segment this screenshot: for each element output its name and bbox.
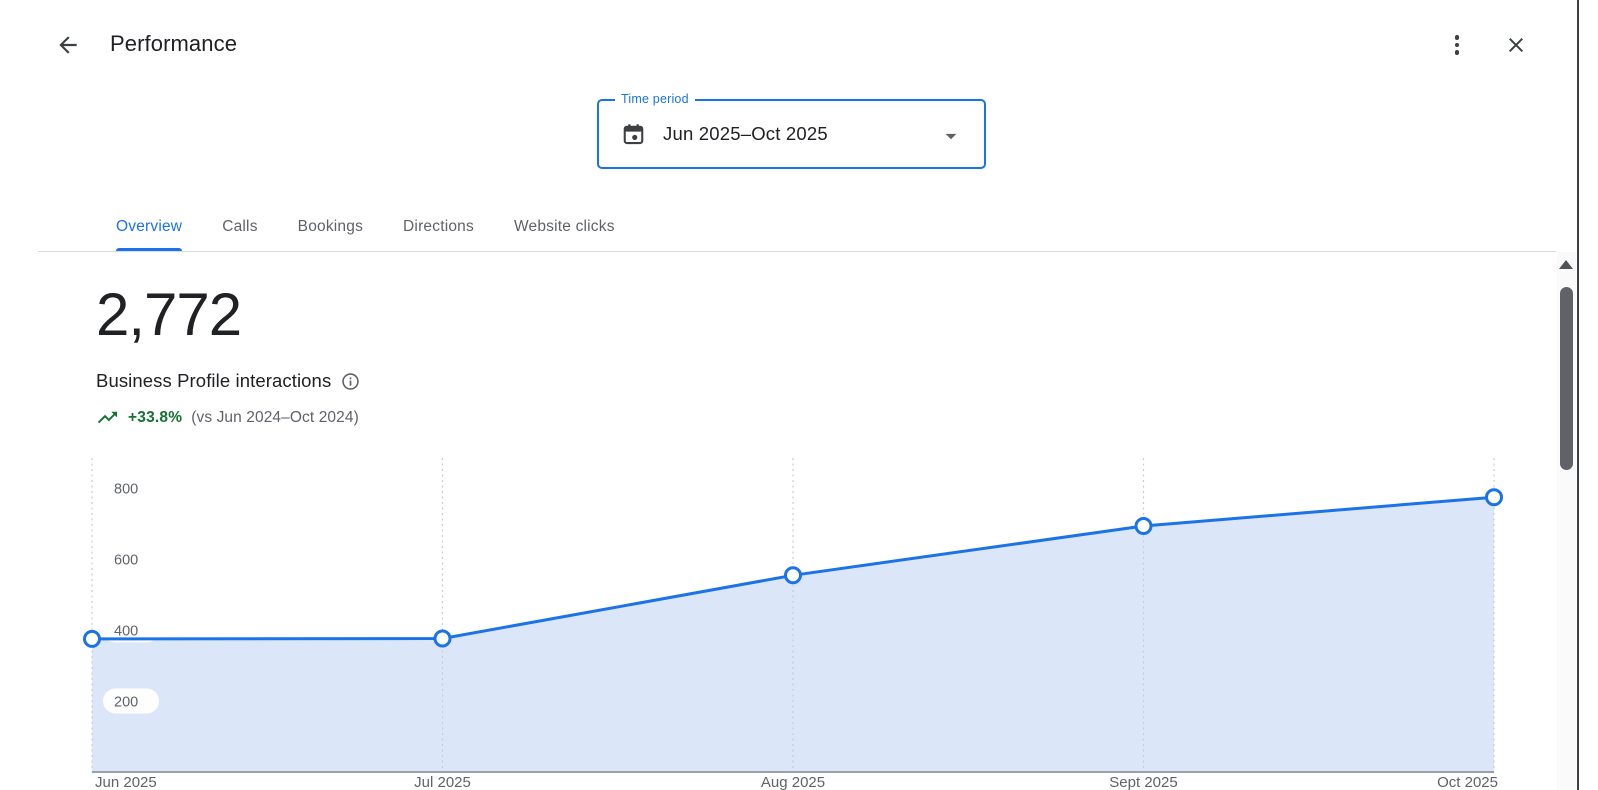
scrollbar-thumb[interactable] [1560,287,1573,470]
interactions-chart: 200 400 600 800 Jun 2025 Jul 2025 Aug 2025 Sept… [0,450,1556,790]
x-tick-label: Jun 2025 [95,774,157,790]
tab-bookings[interactable]: Bookings [298,201,363,252]
chart-data-point-jun-2025[interactable] [83,629,101,648]
close-icon [1504,33,1528,57]
page-title: Performance [110,31,238,56]
y-tick-pill [103,617,159,643]
metric-delta: +33.8% [128,408,183,426]
calendar-icon [621,122,646,147]
metric-value: 2,772 [96,281,242,348]
info-button[interactable] [341,372,360,391]
more-options-button[interactable] [1443,31,1471,59]
metric-comparison: (vs Jun 2024–Oct 2024) [191,408,359,426]
y-tick-pill [103,475,159,501]
tab-label: Overview [116,217,183,235]
back-button[interactable] [52,29,84,61]
vertical-scrollbar[interactable] [1557,252,1576,790]
kebab-menu-icon [1454,35,1460,40]
tab-label: Directions [403,217,474,235]
y-tick-label: 400 [114,624,138,640]
time-period-value: Jun 2025–Oct 2025 [663,123,828,144]
y-tick-label: 200 [114,695,138,711]
scroll-up-arrow[interactable] [1559,260,1573,269]
close-button[interactable] [1500,29,1532,61]
chart-data-point-jul-2025[interactable] [433,629,452,648]
y-tick-pill [103,546,159,572]
x-tick-label: Aug 2025 [761,774,825,790]
trending-up-icon [96,406,119,429]
dropdown-caret-icon [938,123,964,154]
tab-website-clicks[interactable]: Website clicks [514,201,615,252]
tab-calls[interactable]: Calls [222,201,257,252]
arrow-back-icon [55,32,81,58]
tab-label: Calls [222,217,258,235]
chart-data-point-oct-2025[interactable] [1485,488,1503,507]
y-tick-label: 800 [114,482,138,498]
x-tick-label: Oct 2025 [1437,774,1498,790]
tab-label: Website clicks [513,217,615,235]
metric-label: Business Profile interactions [96,370,332,391]
chart-data-point-sept-2025[interactable] [1134,517,1153,535]
chart-data-point-aug-2025[interactable] [784,566,802,585]
tabs-divider [38,251,1556,252]
tab-overview[interactable]: Overview [116,201,183,252]
y-tick-label: 600 [114,553,138,569]
window-right-border [1577,0,1579,790]
tab-bar: Overview Calls Bookings Directions Website c… [116,201,615,252]
x-tick-label: Jul 2025 [414,774,471,790]
x-tick-label: Sept 2025 [1109,774,1177,790]
tab-directions[interactable]: Directions [403,201,474,252]
time-period-select[interactable]: Time period Jun 2025–Oct 2025 [597,92,986,169]
tab-label: Bookings [297,217,364,235]
time-period-label: Time period [615,92,695,106]
info-icon [342,372,360,390]
y-tick-pill [103,688,159,714]
